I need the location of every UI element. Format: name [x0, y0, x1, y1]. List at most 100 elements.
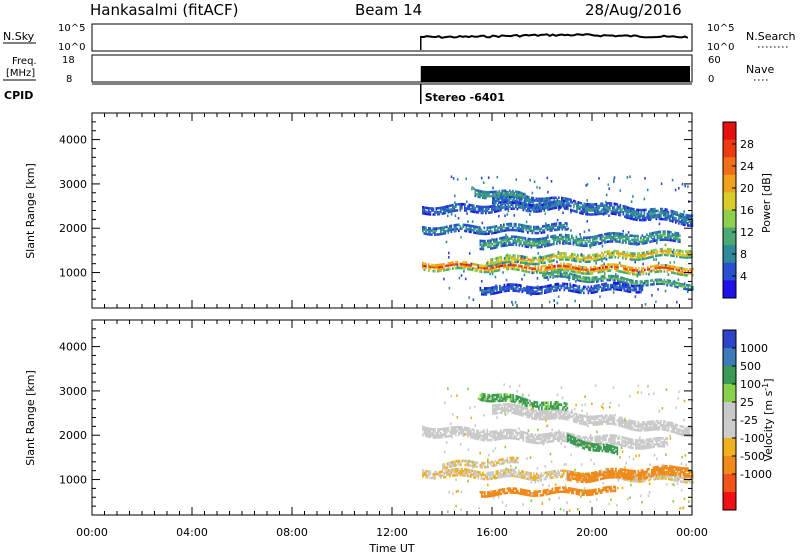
- range-gate-cell: [520, 284, 522, 287]
- range-gate-cell: [547, 224, 549, 227]
- range-gate-cell: [507, 283, 509, 286]
- range-gate-cell: [583, 244, 585, 247]
- range-gate-cell: [518, 223, 520, 226]
- range-gate-cell: [428, 263, 430, 266]
- range-gate-cell: [597, 205, 599, 208]
- range-gate-cell: [608, 468, 610, 471]
- range-gate-cell: [475, 267, 477, 270]
- range-gate-cell: [508, 254, 510, 257]
- range-gate-cell: [493, 205, 495, 208]
- range-gate-cell: [522, 245, 524, 248]
- range-gate-cell: [686, 288, 688, 291]
- range-gate-cell: [553, 271, 555, 274]
- range-gate-cell: [553, 223, 555, 226]
- range-gate-cell: [484, 491, 486, 494]
- range-gate-cell: [599, 205, 601, 208]
- range-gate-cell: [473, 225, 475, 228]
- range-gate-cell: [495, 238, 497, 241]
- scatter-cell: [538, 252, 540, 255]
- range-gate-cell: [593, 276, 595, 279]
- scatter-cell: [644, 198, 646, 201]
- scatter-cell: [556, 229, 558, 232]
- range-gate-cell: [519, 255, 521, 258]
- range-gate-cell: [442, 233, 444, 236]
- range-gate-cell: [430, 477, 432, 480]
- scatter-cell: [529, 179, 531, 182]
- range-gate-cell: [487, 233, 489, 236]
- scatter-cell: [585, 184, 587, 187]
- range-gate-cell: [648, 468, 650, 471]
- range-gate-cell: [522, 291, 524, 294]
- range-gate-cell: [607, 486, 609, 489]
- scatter-cell: [536, 186, 538, 189]
- range-gate-cell: [507, 488, 509, 491]
- range-gate-cell: [512, 227, 514, 230]
- range-gate-cell: [664, 264, 666, 267]
- range-gate-cell: [689, 284, 691, 287]
- range-gate-cell: [484, 240, 486, 243]
- range-gate-cell: [458, 203, 460, 206]
- range-gate-cell: [466, 261, 468, 264]
- scatter-cell: [632, 195, 634, 198]
- range-gate-cell: [623, 211, 625, 214]
- range-gate-cell: [496, 225, 498, 228]
- range-gate-cell: [529, 286, 531, 289]
- range-gate-cell: [552, 197, 554, 200]
- range-gate-cell: [551, 267, 553, 270]
- range-gate-cell: [555, 487, 557, 490]
- range-gate-cell: [431, 432, 433, 435]
- range-gate-cell: [653, 208, 655, 211]
- range-gate-cell: [587, 203, 589, 206]
- range-gate-cell: [492, 491, 494, 494]
- range-gate-cell: [511, 469, 513, 472]
- range-gate-cell: [523, 489, 525, 492]
- range-gate-cell: [589, 489, 591, 492]
- range-gate-cell: [536, 197, 538, 200]
- range-gate-cell: [676, 249, 678, 252]
- scatter-cell: [569, 283, 571, 286]
- range-gate-cell: [670, 254, 672, 257]
- scatter-cell: [521, 278, 523, 281]
- range-gate-cell: [557, 265, 559, 268]
- range-gate-cell: [544, 273, 546, 276]
- range-gate-cell: [442, 470, 444, 473]
- range-gate-cell: [633, 285, 635, 288]
- scatter-cell: [620, 189, 622, 192]
- range-gate-cell: [495, 292, 497, 295]
- range-gate-cell: [655, 253, 657, 256]
- range-gate-cell: [531, 197, 533, 200]
- range-gate-cell: [478, 205, 480, 208]
- range-gate-cell: [609, 202, 611, 205]
- range-gate-cell: [554, 275, 556, 278]
- range-gate-cell: [655, 231, 657, 234]
- range-gate-cell: [615, 256, 617, 259]
- range-gate-cell: [466, 468, 468, 471]
- range-gate-cell: [569, 273, 571, 276]
- range-gate-cell: [484, 206, 486, 209]
- range-gate-cell: [642, 234, 644, 237]
- range-gate-cell: [614, 472, 616, 475]
- nsky-tick-bottom: 10^0: [58, 42, 85, 53]
- range-gate-cell: [549, 254, 551, 257]
- range-gate-cell: [568, 263, 570, 266]
- range-gate-cell: [562, 200, 564, 203]
- range-gate-cell: [571, 290, 573, 293]
- range-gate-cell: [602, 477, 604, 480]
- power-colorbar-swatch: [723, 210, 736, 228]
- scatter-cell: [469, 252, 471, 255]
- range-gate-cell: [636, 239, 638, 242]
- range-gate-cell: [572, 273, 574, 276]
- range-gate-cell: [610, 252, 612, 255]
- range-gate-cell: [548, 197, 550, 200]
- range-gate-cell: [576, 488, 578, 491]
- scatter-cell: [602, 245, 604, 248]
- range-gate-cell: [537, 263, 539, 266]
- range-gate-cell: [566, 222, 568, 225]
- range-gate-cell: [560, 222, 562, 225]
- scatter-cell: [530, 294, 532, 297]
- range-gate-cell: [553, 470, 555, 473]
- range-gate-cell: [460, 225, 462, 228]
- range-gate-cell: [585, 257, 587, 260]
- range-gate-cell: [434, 227, 436, 230]
- range-gate-cell: [652, 232, 654, 235]
